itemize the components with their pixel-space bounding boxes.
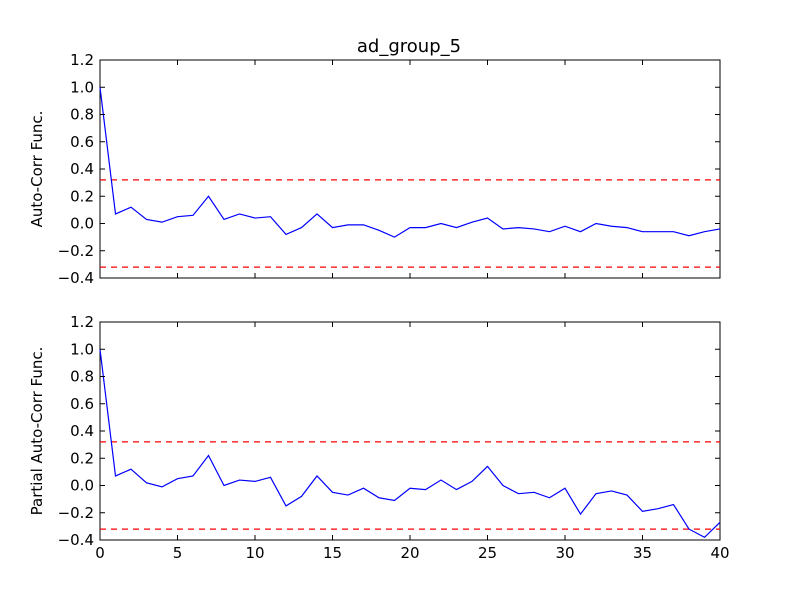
pacf-x-tick-label: 5 (173, 544, 183, 562)
pacf-y-tick-label: 0.6 (70, 395, 94, 413)
pacf-y-tick-label: 0.8 (70, 368, 94, 386)
pacf-y-tick-label: 1.2 (70, 313, 94, 331)
pacf-x-tick-label: 10 (245, 544, 264, 562)
acf-y-tick-label: 1.2 (70, 51, 94, 69)
pacf-y-tick-label: −0.2 (58, 504, 94, 522)
pacf-y-tick-label: 1.0 (70, 340, 94, 358)
acf-series-line (99, 87, 721, 238)
acf-y-axis-label: Auto-Corr Func. (28, 111, 46, 228)
acf-y-tick-label: −0.2 (58, 242, 94, 260)
acf-y-tick-label: 0.4 (70, 160, 94, 178)
figure-title: ad_group_5 (357, 36, 461, 57)
pacf-y-tick-label: 0.2 (70, 449, 94, 467)
pacf-series-line (99, 349, 721, 539)
pacf-y-tick-label: −0.4 (58, 531, 94, 549)
acf-y-tick-label: 0.0 (70, 215, 94, 233)
acf-y-tick-label: 0.2 (70, 187, 94, 205)
pacf-plot-frame (99, 321, 721, 541)
pacf-x-tick-label: 25 (478, 544, 497, 562)
pacf-y-axis-label: Partial Auto-Corr Func. (28, 347, 46, 516)
acf-y-tick-label: 0.6 (70, 133, 94, 151)
pacf-x-tick-label: 30 (555, 544, 574, 562)
pacf-x-tick-label: 40 (710, 544, 729, 562)
acf-panel: 1.2 1.0 0.8 0.6 0.4 0.2 0.0 −0.2 −0.4 Auto-Corr … (28, 51, 721, 287)
pacf-x-tick-label: 20 (400, 544, 419, 562)
pacf-y-tick-label: 0.0 (70, 477, 94, 495)
pacf-panel: 1.2 1.0 0.8 0.6 0.4 0.2 0.0 −0.2 −0.40 5 10 15 20 25 3… (28, 313, 730, 562)
acf-y-tick-label: 1.0 (70, 78, 94, 96)
acf-y-tick-label: 0.8 (70, 106, 94, 124)
pacf-x-tick-label: 15 (323, 544, 342, 562)
acf-plot-frame (99, 59, 721, 279)
pacf-y-tick-label: 0.4 (70, 422, 94, 440)
pacf-x-tick-label: 35 (633, 544, 652, 562)
acf-y-tick-label: −0.4 (58, 269, 94, 287)
pacf-x-tick-label: 0 (95, 544, 105, 562)
